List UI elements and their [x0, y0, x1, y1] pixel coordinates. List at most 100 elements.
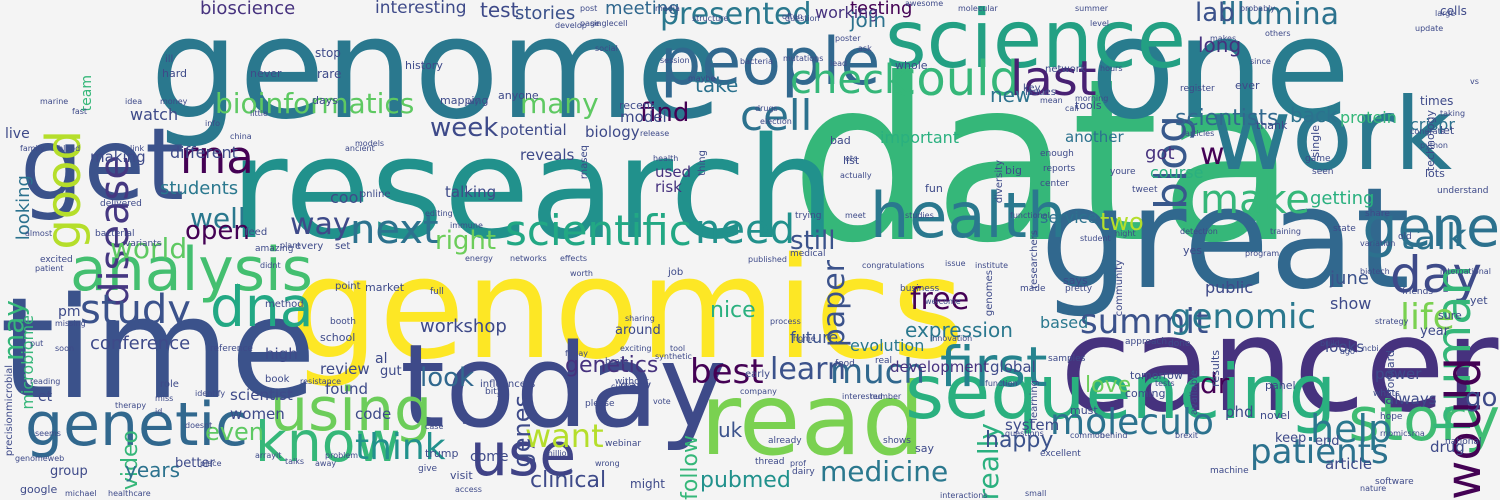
word-life: life [1400, 297, 1455, 338]
word-exciting: exciting [620, 344, 652, 353]
word-bioinformatics: bioinformatics [215, 87, 415, 120]
word-microbiome: microbiome [18, 315, 37, 410]
word-come: come [470, 449, 509, 465]
word-hours: hours [1100, 64, 1123, 73]
word-et: et [38, 389, 53, 405]
word-always: always [1385, 390, 1437, 408]
word-bad: bad [830, 134, 851, 147]
word-update: update [1415, 24, 1444, 33]
word-day: day [1390, 246, 1482, 304]
word-small: small [1025, 489, 1047, 498]
word-ago: ago [1340, 347, 1355, 356]
word-machine: machine [1210, 466, 1249, 476]
word-daily: daily [620, 379, 652, 394]
word-whats: whats [1373, 389, 1400, 399]
word-studies: studies [905, 211, 934, 220]
word-w: w [1200, 137, 1225, 172]
word-plant: plant [280, 241, 301, 250]
word-health: health [870, 179, 1067, 252]
word-ask: ask [858, 44, 872, 53]
word-samples: samples [1048, 354, 1086, 364]
word-biology: biology [585, 123, 640, 141]
word-number: number [870, 392, 902, 401]
word-social: social [595, 44, 618, 53]
word-money: money [160, 97, 188, 106]
word-dairy: dairy [792, 467, 815, 477]
word-friday: friday [565, 349, 589, 358]
word-seems: seems [35, 429, 61, 438]
word-maybe: maybe [688, 74, 716, 83]
word-two: two [1100, 208, 1144, 236]
word-probably: probably [1240, 4, 1276, 13]
word-access: access [455, 485, 482, 494]
word-etc: etc [845, 154, 858, 163]
word-issue: issue [945, 259, 966, 268]
word-genomes: genomes [984, 270, 995, 317]
word-ever: ever [1235, 79, 1260, 92]
word-genomics: genomics [290, 228, 965, 391]
word-method: method [265, 299, 304, 310]
word-therapy: therapy [115, 401, 147, 410]
word-thank: thank [1256, 119, 1288, 132]
word-current: current [611, 382, 640, 391]
word-uk: uk [718, 418, 743, 442]
word-brain: brain [605, 357, 629, 367]
word-point: point [335, 281, 361, 292]
word-ncbi: ncbi [1362, 344, 1379, 353]
word-recent: recent [619, 99, 655, 112]
word-share: share [1365, 209, 1390, 219]
word-another: another [1065, 128, 1124, 146]
word-reveals: reveals [520, 146, 575, 164]
word-healthcare: healthcare [108, 489, 151, 498]
word-evolution: evolution [850, 336, 925, 355]
word-build: build [1320, 339, 1340, 348]
word-moleculo: moleculo [1050, 402, 1214, 443]
word-use: use [470, 420, 577, 490]
word-pm: pm [58, 304, 81, 320]
word-networks: networks [510, 254, 547, 263]
word-done: done [1168, 339, 1191, 349]
word-arrayit: arrayit [255, 451, 282, 460]
word-models: models [355, 139, 385, 148]
word-students: students [160, 178, 239, 199]
word-effects: effects [560, 254, 588, 263]
word-vs: vs [1470, 77, 1479, 86]
word-go: go [1465, 383, 1498, 413]
word-dr: dr [1200, 367, 1230, 400]
word-around: around [615, 323, 661, 338]
word-looks: looks [1325, 338, 1365, 356]
word-cell: cell [740, 91, 813, 140]
word-conference: conference [90, 333, 191, 354]
word-role: role [160, 379, 179, 390]
word-night: night [1115, 229, 1136, 238]
word-learn: learn [770, 352, 846, 387]
word-testing: testing [850, 0, 913, 19]
word-reference: reference [210, 344, 253, 354]
word-risk: risk [655, 178, 682, 196]
word-available: available [1189, 370, 1200, 416]
word-novel: novel [1260, 409, 1291, 422]
word-idea: idea [125, 97, 143, 106]
word-delivered: delivered [100, 199, 142, 209]
word-feed: feed [245, 227, 268, 238]
word-talk: talk [1400, 217, 1468, 258]
word-health: health [653, 154, 679, 163]
word-sequencing: sequencing [905, 348, 1337, 436]
word-rna: rna [180, 131, 254, 184]
word-medical: medical [790, 249, 826, 259]
word-youre: youre [1110, 167, 1136, 177]
word-process: process [770, 317, 801, 326]
word-found: found [325, 380, 368, 398]
word-innovation: innovation [930, 334, 973, 343]
word-june: june [1330, 268, 1369, 289]
word-poster: poster [835, 34, 861, 43]
word-summit: summit [1080, 302, 1209, 342]
word-common: common [1070, 431, 1105, 440]
word-trying: trying [795, 211, 822, 221]
word-sharing: sharing [625, 314, 655, 323]
word-want: want [525, 417, 604, 455]
word-brexit: brexit [1175, 431, 1199, 440]
word-made: made [1020, 284, 1046, 294]
word-review: review [320, 360, 370, 378]
word-articles: articles [1185, 129, 1215, 138]
